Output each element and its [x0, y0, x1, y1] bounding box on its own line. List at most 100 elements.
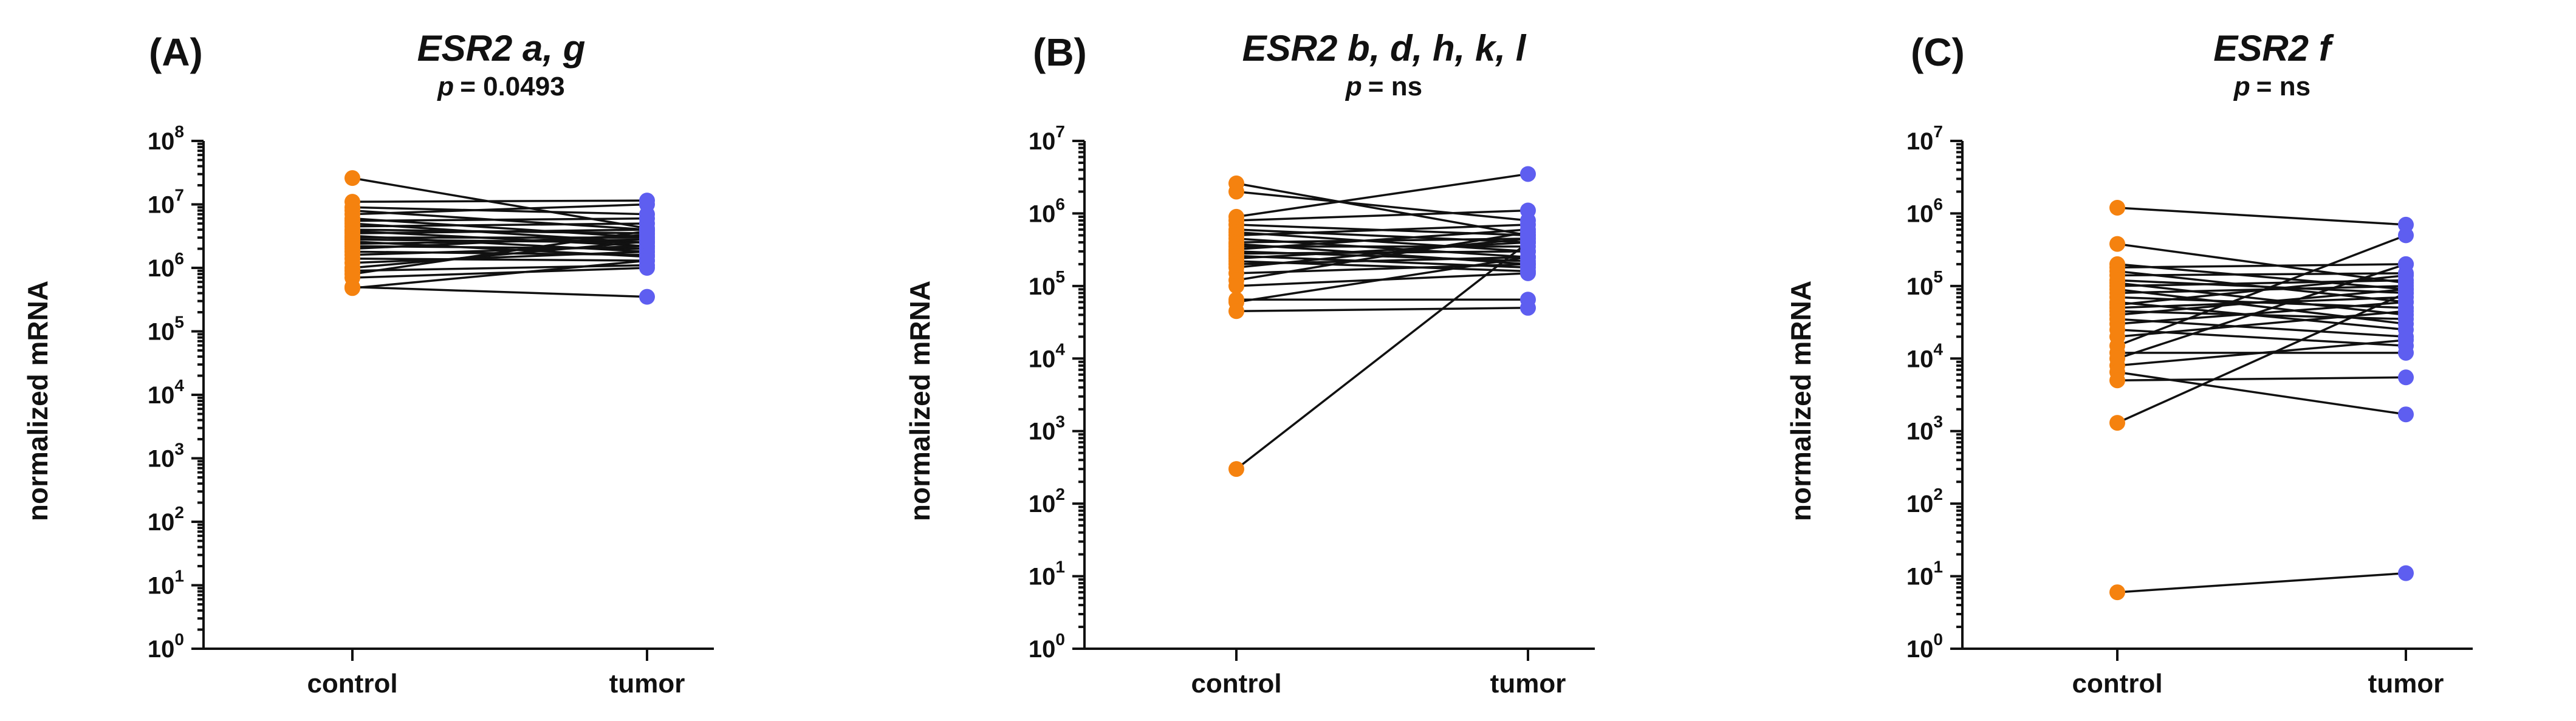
pair-line: [2117, 234, 2406, 347]
y-tick-label: 107: [148, 186, 184, 219]
control-point: [2109, 199, 2125, 216]
tumor-point: [2398, 565, 2414, 581]
tumor-point: [1520, 265, 1536, 281]
control-point: [1228, 183, 1244, 200]
pair-line: [1236, 231, 1529, 282]
pair-line: [1236, 209, 1529, 222]
control-point: [344, 280, 360, 296]
pair-line: [1236, 241, 1529, 260]
pair-line: [1236, 256, 1529, 304]
pair-line: [2117, 376, 2406, 381]
p-symbol: p: [437, 72, 454, 101]
y-tick-label: 103: [1029, 412, 1065, 445]
tumor-point: [2398, 285, 2414, 301]
pair-line: [2117, 207, 2406, 226]
y-tick-label: 107: [1029, 122, 1065, 155]
pair-line: [352, 250, 648, 264]
control-point: [1228, 278, 1244, 294]
control-point: [2109, 236, 2125, 252]
pair-line: [2117, 263, 2406, 360]
y-tick-label: 104: [1906, 340, 1944, 372]
tumor-point: [1520, 234, 1536, 250]
pair-line: [352, 199, 648, 203]
pair-lines: [1235, 173, 1529, 470]
y-tick-label: 106: [148, 249, 184, 282]
tumor-point: [2398, 332, 2414, 348]
tumor-point: [2398, 344, 2414, 361]
panel-label: (A): [149, 30, 203, 74]
data-points: [344, 170, 655, 305]
pair-line: [352, 257, 648, 262]
y-tick-label: 105: [1906, 267, 1943, 300]
y-tick-label: 108: [148, 122, 184, 155]
y-tick-label: 105: [1029, 267, 1065, 300]
y-tick-label: 101: [148, 567, 184, 600]
chart-title: ESR2 b, d, h, k, l: [1242, 28, 1527, 69]
tumor-point: [2398, 267, 2414, 284]
pair-lines: [352, 177, 648, 298]
y-axis-label: normalized mRNA: [904, 281, 936, 521]
y-tick-label: 102: [148, 503, 184, 536]
pair-line: [352, 240, 648, 269]
pair-line: [352, 230, 648, 275]
tumor-point: [639, 289, 655, 305]
pair-line: [2117, 288, 2406, 316]
pair-line: [1236, 231, 1529, 253]
y-tick-label: 100: [1029, 630, 1065, 663]
y-tick-label: 103: [148, 440, 184, 473]
pair-line: [352, 217, 648, 239]
control-point: [1228, 461, 1244, 477]
p-value: p = 0.0493: [437, 72, 564, 101]
pair-line: [2117, 272, 2406, 277]
x-tick-label-tumor: tumor: [2368, 669, 2444, 699]
y-tick-label: 102: [1906, 485, 1943, 518]
p-value: p = ns: [1345, 72, 1422, 101]
pair-line: [2117, 572, 2406, 593]
p-value-text: = ns: [2256, 72, 2311, 101]
pair-line: [352, 245, 648, 256]
y-tick-label: 107: [1906, 122, 1943, 155]
chart-panel-a: (A) ESR2 a, g p = 0.0493 normalized mRNA …: [22, 28, 714, 699]
data-points: [1228, 166, 1536, 477]
y-tick-label: 102: [1029, 485, 1065, 518]
tumor-point: [1520, 202, 1536, 219]
chart-title: ESR2 a, g: [417, 28, 586, 69]
tumor-point: [1520, 249, 1536, 265]
pair-line: [1236, 224, 1529, 237]
pair-line: [1236, 307, 1529, 313]
pair-line: [2117, 282, 2406, 316]
x-tick-label-tumor: tumor: [609, 669, 685, 699]
p-value-text: = ns: [1368, 72, 1422, 101]
tumor-point: [2398, 369, 2414, 386]
p-value-text: = 0.0493: [460, 72, 565, 101]
panel-label: (B): [1033, 30, 1087, 74]
control-point: [2109, 372, 2125, 389]
tumor-point: [639, 253, 655, 269]
tumor-point: [639, 223, 655, 239]
pair-line: [352, 222, 648, 228]
x-tick-label-control: control: [307, 669, 397, 699]
y-tick-label: 106: [1906, 194, 1943, 227]
pair-line: [1235, 241, 1529, 470]
x-tick-label-control: control: [2072, 669, 2162, 699]
pair-line: [1236, 237, 1529, 269]
tumor-point: [1520, 166, 1536, 182]
pair-line: [2117, 301, 2406, 326]
y-tick-label: 101: [1906, 558, 1943, 590]
y-tick-label: 100: [1906, 630, 1943, 663]
pair-line: [352, 228, 648, 234]
control-point: [2109, 415, 2125, 431]
chart-title: ESR2 f: [2213, 28, 2334, 69]
y-tick-label: 103: [1906, 412, 1943, 445]
pair-line: [2117, 339, 2406, 367]
control-point: [1228, 303, 1244, 319]
axes: 100 101 102 103 104 105 106 107 108 control tumor: [148, 122, 714, 699]
chart-panel-c: (C) ESR2 f p = ns normalized mRNA 1001011…: [1785, 28, 2473, 699]
pair-line: [352, 206, 648, 216]
pair-line: [1236, 228, 1529, 251]
pair-line: [2117, 263, 2406, 269]
pair-line: [2117, 242, 2406, 284]
p-symbol: p: [1345, 72, 1362, 101]
x-tick-label-control: control: [1191, 669, 1281, 699]
p-value: p = ns: [2233, 72, 2311, 101]
